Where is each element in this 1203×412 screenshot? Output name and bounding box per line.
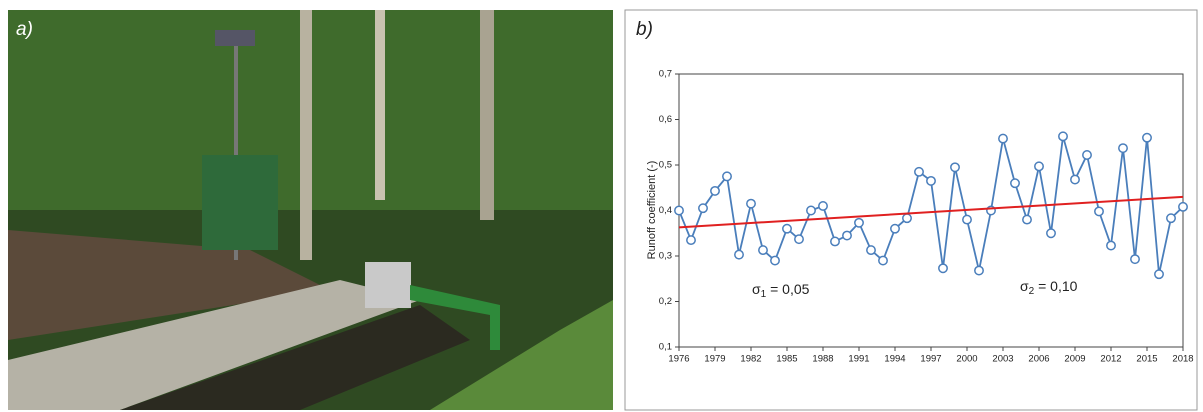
solar-panel xyxy=(215,30,255,46)
data-point xyxy=(746,198,756,209)
x-tick-label: 2000 xyxy=(956,354,977,365)
data-point xyxy=(1070,174,1080,185)
data-point xyxy=(1058,131,1068,142)
data-point xyxy=(854,217,864,228)
data-point xyxy=(890,223,900,234)
data-point xyxy=(806,205,816,216)
data-point xyxy=(1166,213,1176,224)
x-tick-label: 1988 xyxy=(812,354,833,365)
x-tick-label: 1991 xyxy=(848,354,869,365)
flume xyxy=(410,285,500,350)
y-tick-label: 0,1 xyxy=(659,342,672,353)
tree-trunk xyxy=(300,10,312,260)
data-point xyxy=(926,175,936,186)
data-point xyxy=(938,263,948,274)
data-point xyxy=(962,214,972,225)
data-point xyxy=(998,133,1008,144)
data-point xyxy=(794,234,804,245)
x-tick-label: 2018 xyxy=(1172,354,1193,365)
data-point xyxy=(866,245,876,256)
annotation: σ1 = 0,05 xyxy=(752,281,810,300)
y-tick-label: 0,3 xyxy=(659,251,672,262)
x-tick-label: 2015 xyxy=(1136,354,1157,365)
data-point xyxy=(1178,201,1188,212)
data-point xyxy=(1130,254,1140,265)
x-tick-label: 1994 xyxy=(884,354,905,365)
annotation-symbol: σ xyxy=(1020,278,1029,294)
annotation-symbol: σ xyxy=(752,281,761,297)
data-point xyxy=(1106,240,1116,251)
y-tick-label: 0,5 xyxy=(659,160,672,171)
data-point xyxy=(950,162,960,173)
x-tick-label: 1997 xyxy=(920,354,941,365)
x-tick-label: 2006 xyxy=(1028,354,1049,365)
annotation: σ2 = 0,10 xyxy=(1020,278,1078,297)
annotation-subscript: 2 xyxy=(1029,286,1035,297)
weir-wall xyxy=(8,280,420,410)
data-point xyxy=(818,201,828,211)
y-tick-label: 0,6 xyxy=(659,114,672,125)
data-point xyxy=(974,265,984,276)
data-point xyxy=(1046,228,1056,239)
x-tick-label: 1985 xyxy=(776,354,797,365)
annotation-text: = 0,05 xyxy=(766,281,809,297)
pole xyxy=(234,40,238,260)
x-tick-label: 1982 xyxy=(740,354,761,365)
annotation-text: = 0,10 xyxy=(1034,278,1077,294)
trend-line xyxy=(678,195,1184,229)
y-axis-label: Runoff coefficient (-) xyxy=(646,161,658,260)
tree-trunk xyxy=(480,10,494,220)
data-point xyxy=(1010,178,1020,189)
plants xyxy=(430,300,613,410)
y-tick-label: 0,7 xyxy=(659,69,672,80)
instrument-box xyxy=(202,155,278,250)
data-point xyxy=(1034,161,1044,172)
data-point xyxy=(674,205,684,216)
data-point xyxy=(1082,150,1092,160)
x-tick-label: 1979 xyxy=(704,354,725,365)
data-point xyxy=(758,245,768,256)
y-tick-label: 0,4 xyxy=(659,205,672,216)
gauge-box xyxy=(365,262,411,308)
data-point xyxy=(1094,206,1104,217)
data-point xyxy=(782,223,792,234)
photo: a) xyxy=(8,10,613,410)
x-tick-label: 2012 xyxy=(1100,354,1121,365)
data-point xyxy=(842,230,852,241)
x-tick-label: 2009 xyxy=(1064,354,1085,365)
panel-label: b) xyxy=(636,19,653,40)
y-tick-label: 0,2 xyxy=(659,296,672,307)
data-point xyxy=(698,203,708,214)
path-ground xyxy=(8,230,330,340)
data-point xyxy=(1118,143,1128,154)
annotation-subscript: 1 xyxy=(761,289,767,300)
data-point xyxy=(902,213,912,224)
x-tick-label: 1976 xyxy=(668,354,689,365)
data-point xyxy=(770,255,780,266)
data-point xyxy=(1022,214,1032,225)
tree-trunk xyxy=(375,10,385,200)
data-point xyxy=(686,235,696,246)
data-point xyxy=(734,249,744,260)
data-point xyxy=(1154,269,1164,280)
data-point xyxy=(1142,132,1152,143)
data-point xyxy=(878,255,888,266)
data-point xyxy=(830,236,840,247)
data-point xyxy=(710,185,720,196)
panel-label: a) xyxy=(16,19,33,40)
water xyxy=(120,305,470,410)
data-point xyxy=(722,171,732,182)
plot: 0,1 0,2 0,3 0,4 0,5 0,6 0,7 1976 1979 1982 1985 198… xyxy=(659,69,1194,365)
x-tick-label: 2003 xyxy=(992,354,1013,365)
data-point xyxy=(914,166,924,177)
